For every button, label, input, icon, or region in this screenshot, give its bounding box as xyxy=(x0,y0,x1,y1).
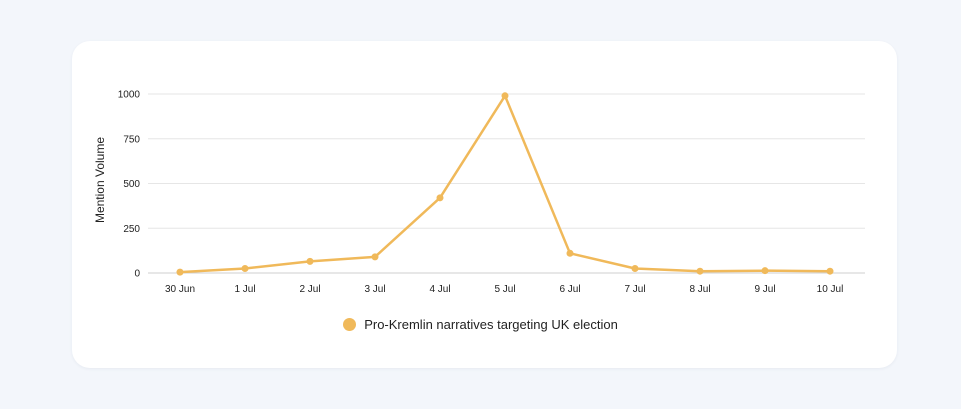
y-axis-label: Mention Volume xyxy=(93,137,107,223)
data-point xyxy=(826,267,834,275)
y-tick-label: 250 xyxy=(123,224,140,235)
y-tick-label: 500 xyxy=(123,179,140,190)
data-point xyxy=(176,268,184,276)
data-point xyxy=(696,267,704,275)
data-point xyxy=(631,265,639,273)
chart-card xyxy=(72,41,897,368)
x-tick-label: 5 Jul xyxy=(494,284,515,295)
chart-legend[interactable]: Pro-Kremlin narratives targeting UK elec… xyxy=(0,317,961,332)
legend-label: Pro-Kremlin narratives targeting UK elec… xyxy=(364,317,618,332)
y-tick-label: 0 xyxy=(134,269,140,280)
x-tick-label: 10 Jul xyxy=(817,284,844,295)
x-tick-label: 8 Jul xyxy=(689,284,710,295)
data-point xyxy=(371,253,379,261)
x-tick-label: 7 Jul xyxy=(624,284,645,295)
x-tick-label: 1 Jul xyxy=(234,284,255,295)
x-axis-ticks: 30 Jun 1 Jul 2 Jul 3 Jul 4 Jul 5 Jul 6 Jul 7 Ju… xyxy=(165,284,843,295)
y-tick-label: 1000 xyxy=(118,90,141,101)
x-tick-label: 9 Jul xyxy=(754,284,775,295)
x-tick-label: 4 Jul xyxy=(429,284,450,295)
x-tick-label: 3 Jul xyxy=(364,284,385,295)
data-point xyxy=(306,257,314,265)
legend-marker-icon xyxy=(343,318,357,331)
data-point xyxy=(241,265,249,273)
grid-lines xyxy=(148,93,865,274)
data-point xyxy=(566,249,574,257)
data-point xyxy=(761,267,769,275)
x-tick-label: 2 Jul xyxy=(299,284,320,295)
x-tick-label: 6 Jul xyxy=(559,284,580,295)
series-layer xyxy=(176,92,834,276)
data-point xyxy=(436,194,444,202)
data-point xyxy=(501,92,509,100)
x-tick-label: 30 Jun xyxy=(165,284,195,295)
y-tick-label: 750 xyxy=(123,134,140,145)
y-axis-ticks: 0 250 500 750 1000 xyxy=(118,90,141,280)
